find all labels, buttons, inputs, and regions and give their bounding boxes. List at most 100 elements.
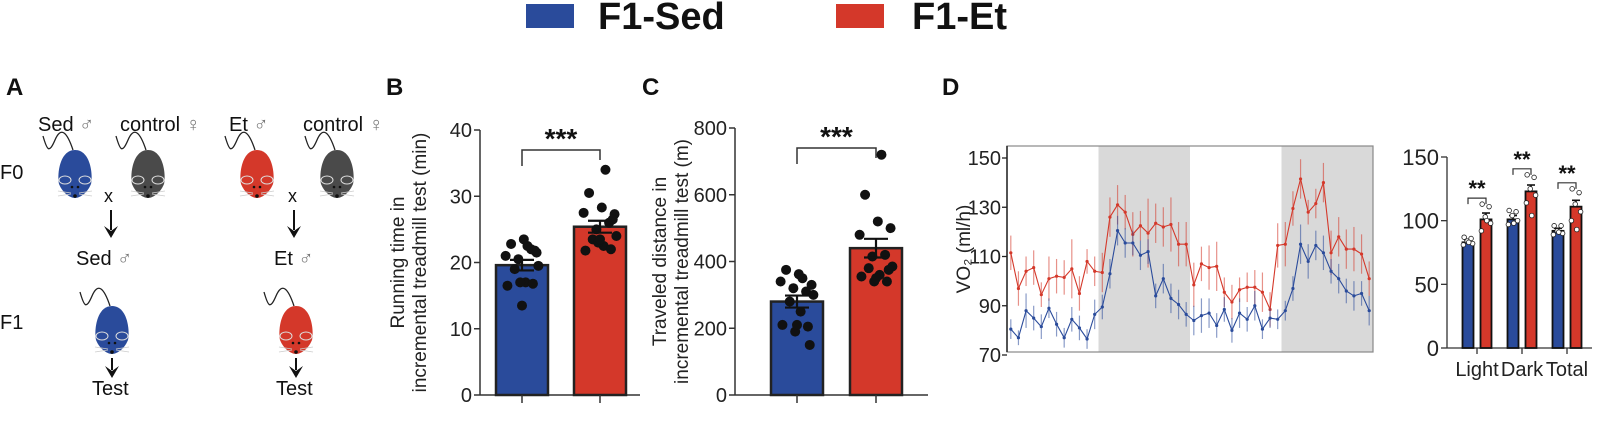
data-point [1506, 207, 1512, 214]
data-point [515, 277, 526, 288]
data-point [1047, 306, 1051, 310]
data-point [1154, 221, 1158, 225]
data-point [1505, 221, 1512, 228]
data-point [1039, 325, 1043, 329]
mouse-whiskers [319, 190, 355, 197]
mouse-nose [110, 350, 114, 354]
data-point [1466, 239, 1472, 246]
data-point [883, 264, 894, 275]
data-point [863, 263, 874, 274]
mouse-ear [95, 331, 109, 341]
data-point [517, 300, 527, 311]
y-tick-label: 400 [694, 252, 727, 274]
data-point [500, 250, 511, 261]
arrow-down-icon [287, 210, 301, 238]
data-point [527, 278, 538, 289]
bar [1551, 229, 1565, 349]
mouse-tail [304, 131, 336, 151]
mouse-ear [78, 175, 92, 185]
arrow-head [287, 226, 301, 238]
data-point [1329, 269, 1333, 273]
data-point [1568, 217, 1575, 224]
data-point [1306, 210, 1310, 214]
data-point [1487, 220, 1494, 226]
data-point [1222, 290, 1226, 294]
et-offspring-text: Et [274, 248, 293, 270]
data-point [1572, 201, 1578, 207]
mouse-ear [340, 175, 354, 185]
data-point [1100, 270, 1104, 275]
significance-label: ** [1558, 161, 1576, 186]
label-test-right: Test [276, 378, 313, 400]
series-line [1010, 178, 1370, 312]
mouse-ear [240, 175, 254, 185]
data-point [1123, 241, 1127, 245]
data-point [881, 276, 892, 287]
data-point [1276, 243, 1280, 248]
data-point [1215, 264, 1219, 268]
mouse-nose [335, 194, 339, 198]
y-axis-label-line: incremental treadmill test (m) [672, 139, 693, 384]
y-tick-label: 200 [694, 318, 727, 340]
y-tick-label: 20 [450, 253, 472, 275]
data-point [860, 189, 871, 200]
data-point [1146, 249, 1150, 254]
data-point [1199, 314, 1204, 318]
data-point [518, 234, 529, 245]
mouse-nose [73, 194, 77, 198]
data-point [1054, 274, 1059, 278]
data-point [804, 339, 815, 350]
data-point [1321, 181, 1326, 185]
data-point [1024, 269, 1028, 273]
chart-c: Traveled distance inincremental treadmil… [650, 118, 928, 407]
data-point [1016, 336, 1021, 340]
data-point [1511, 220, 1517, 226]
control-dam-text: control [120, 114, 181, 136]
data-point [1524, 172, 1530, 178]
data-point [1215, 323, 1219, 328]
data-point [1569, 186, 1575, 192]
data-point [795, 306, 806, 317]
data-point [1146, 231, 1150, 235]
mouse-body [279, 306, 313, 354]
label-et-sire: Et ♂ [229, 114, 268, 137]
data-point [1359, 252, 1364, 256]
data-point [1237, 311, 1242, 315]
arrow-down-icon [289, 358, 303, 378]
legend-swatch-sed [526, 4, 574, 28]
data-point [1169, 296, 1173, 300]
data-point [1344, 247, 1348, 251]
data-point [1230, 300, 1234, 304]
data-point [1352, 247, 1356, 251]
data-point [1230, 328, 1234, 332]
legend-label-et: F1-Et [912, 0, 1007, 38]
label-et-offspring: Et ♂ [274, 248, 313, 271]
mouse-ear [260, 175, 274, 185]
data-point [1527, 186, 1533, 192]
data-point [1268, 316, 1272, 320]
data-point [1169, 222, 1173, 227]
data-point [1192, 318, 1196, 323]
data-point [1509, 212, 1515, 219]
data-point [1176, 302, 1181, 307]
data-point [788, 283, 799, 294]
mouse-body [240, 150, 274, 198]
data-point [1574, 226, 1580, 233]
data-point [1556, 229, 1562, 235]
data-point [856, 271, 867, 282]
data-point [1276, 317, 1280, 321]
mouse-control-right-icon [304, 131, 355, 198]
data-point [1486, 203, 1492, 210]
bar [769, 300, 825, 397]
significance-label: ** [1468, 176, 1486, 201]
x-tick-label: Light [1455, 359, 1499, 381]
data-point [1207, 265, 1211, 270]
panel-letter-b: B [386, 74, 404, 101]
x-tick-label: Total [1546, 359, 1588, 381]
male-symbol-icon: ♂ [253, 114, 269, 136]
data-point [1161, 225, 1165, 229]
data-point [1337, 277, 1341, 281]
mouse-eye [258, 185, 262, 189]
data-point [1070, 267, 1074, 271]
data-point [1009, 251, 1013, 255]
